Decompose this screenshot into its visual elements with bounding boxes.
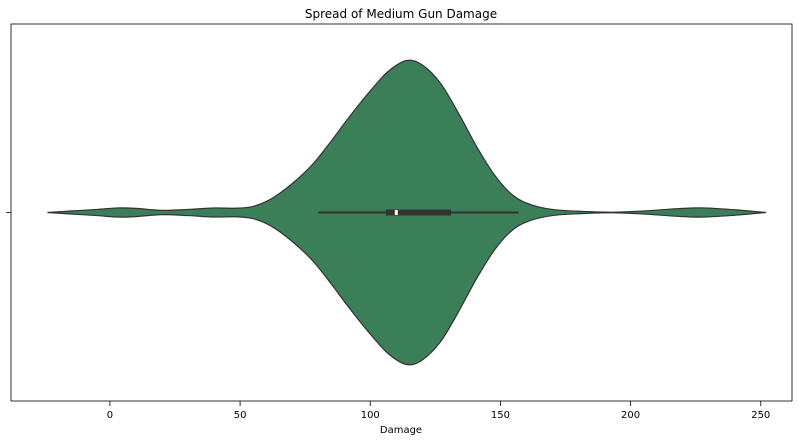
chart-title: Spread of Medium Gun Damage <box>305 7 497 21</box>
x-tick-label: 200 <box>621 410 640 421</box>
box-iqr <box>385 209 451 216</box>
x-tick-label: 0 <box>107 410 113 421</box>
chart-marks <box>47 59 767 366</box>
x-axis-label: Damage <box>380 425 422 436</box>
x-tick-label: 50 <box>234 410 247 421</box>
box-median <box>394 210 398 215</box>
x-tick-label: 100 <box>361 410 380 421</box>
x-tick-label: 150 <box>491 410 510 421</box>
x-tick-label: 250 <box>751 410 770 421</box>
x-axis-ticks: 0 50 100 150 200 250 <box>107 401 770 421</box>
